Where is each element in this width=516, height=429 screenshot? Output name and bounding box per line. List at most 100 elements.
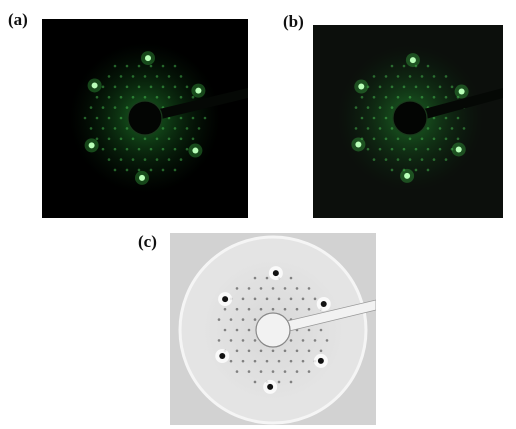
diffraction-spot xyxy=(372,137,376,141)
diffraction-spot xyxy=(265,276,269,280)
diffraction-spot xyxy=(307,307,311,311)
diffraction-spot xyxy=(319,349,323,353)
diffraction-spot xyxy=(265,297,269,301)
diffraction-spot xyxy=(402,85,406,89)
diffraction-spot xyxy=(125,147,129,151)
diffraction-spot xyxy=(384,116,388,120)
diffraction-spot xyxy=(113,64,117,68)
diffraction-spot xyxy=(229,339,233,342)
diffraction-spot xyxy=(185,127,189,130)
diffraction-spot xyxy=(197,127,201,130)
diffraction-spot xyxy=(295,370,299,373)
diffraction-spot xyxy=(372,95,376,99)
diffraction-spot xyxy=(372,158,376,161)
diffraction-spot xyxy=(223,328,227,332)
diffraction-spot xyxy=(378,85,382,89)
diffraction-spot xyxy=(241,297,245,301)
sample-holder-arm xyxy=(155,88,248,120)
diffraction-spot xyxy=(229,318,233,321)
diffraction-spot xyxy=(253,380,257,384)
diffraction-spot xyxy=(390,127,394,130)
diffraction-spot xyxy=(402,168,406,172)
diffraction-spot xyxy=(432,158,436,161)
diffraction-spot xyxy=(414,85,418,89)
diffraction-spot xyxy=(203,116,207,120)
diffraction-spot xyxy=(155,95,159,99)
diffraction-spot xyxy=(307,328,311,332)
diffraction-spot xyxy=(426,127,430,130)
diffraction-spot xyxy=(372,116,376,120)
diffraction-spot xyxy=(143,158,147,161)
bright-spot xyxy=(144,55,151,62)
diffraction-spot xyxy=(426,64,430,68)
panel-label: (c) xyxy=(138,232,157,251)
diffraction-spot xyxy=(396,95,400,99)
diffraction-spot xyxy=(408,95,412,99)
diffraction-spot xyxy=(307,370,311,373)
diffraction-spot xyxy=(438,147,442,151)
diffraction-spot xyxy=(259,307,263,311)
bright-spot xyxy=(455,146,462,153)
diffraction-spot xyxy=(426,85,430,89)
diffraction-spot xyxy=(384,95,388,99)
diffraction-spot xyxy=(253,339,257,342)
diffraction-spot xyxy=(119,158,123,161)
diffraction-spot xyxy=(95,95,99,99)
diffraction-spot xyxy=(235,307,239,311)
sample-holder-arm xyxy=(420,88,503,120)
bright-spot xyxy=(222,296,229,303)
diffraction-spot xyxy=(313,297,317,301)
diffraction-spot xyxy=(167,158,171,161)
diffraction-spot xyxy=(241,318,245,321)
diffraction-spot xyxy=(191,95,195,99)
diffraction-spot xyxy=(366,127,370,130)
bright-spot xyxy=(88,142,95,149)
diffraction-spot xyxy=(161,127,165,130)
diffraction-spot xyxy=(89,106,93,109)
diffraction-spot xyxy=(155,158,159,161)
diffraction-spot xyxy=(173,64,177,68)
leed-image xyxy=(42,19,248,218)
diffraction-spot xyxy=(444,158,448,161)
diffraction-spot xyxy=(113,168,117,172)
diffraction-spot xyxy=(444,75,448,78)
diffraction-spot xyxy=(378,147,382,151)
diffraction-spot xyxy=(253,359,257,363)
diffraction-spot xyxy=(408,158,412,161)
diffraction-spot xyxy=(360,116,364,120)
panel-label: (b) xyxy=(283,12,304,31)
diffraction-spot xyxy=(396,75,400,78)
sample-holder xyxy=(392,100,428,136)
diffraction-spot xyxy=(107,158,111,161)
diffraction-spot xyxy=(402,147,406,151)
diffraction-spot xyxy=(372,75,376,78)
diffraction-spot xyxy=(307,287,311,290)
diffraction-spot xyxy=(432,137,436,141)
diffraction-spot xyxy=(235,370,239,373)
diffraction-spot xyxy=(173,85,177,89)
diffraction-spot xyxy=(131,75,135,78)
bright-spot xyxy=(409,57,416,64)
diffraction-spot xyxy=(113,106,117,109)
diffraction-spot xyxy=(83,116,87,120)
diffraction-spot xyxy=(167,116,171,120)
diffraction-spot xyxy=(384,158,388,161)
diffraction-spot xyxy=(179,75,183,78)
diffraction-spot xyxy=(438,85,442,89)
diffraction-spot xyxy=(426,168,430,172)
diffraction-spot xyxy=(149,168,153,172)
diffraction-spot xyxy=(155,137,159,141)
diffraction-spot xyxy=(241,339,245,342)
diffraction-spot xyxy=(131,137,135,141)
diffraction-spot xyxy=(360,95,364,99)
bright-spot xyxy=(355,141,362,148)
diffraction-spot xyxy=(253,297,257,301)
diffraction-spot xyxy=(390,168,394,172)
diffraction-spot xyxy=(247,287,251,290)
diffraction-spot xyxy=(444,116,448,120)
bright-spot xyxy=(404,172,411,179)
diffraction-spot xyxy=(420,137,424,141)
diffraction-spot xyxy=(438,127,442,130)
diffraction-spot xyxy=(420,95,424,99)
diffraction-spot xyxy=(161,147,165,151)
